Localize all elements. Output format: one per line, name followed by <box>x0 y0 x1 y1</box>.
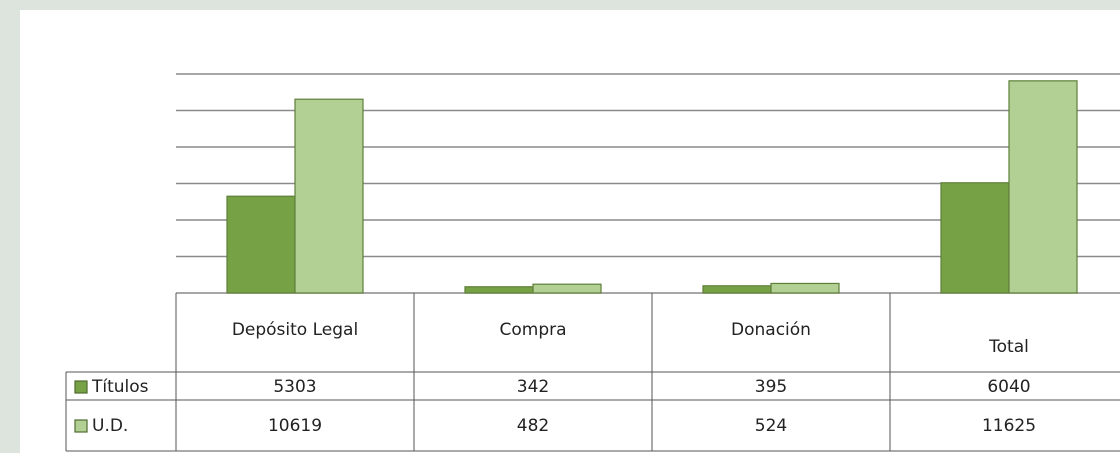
table-value: 10619 <box>268 416 322 436</box>
bar <box>294 98 364 294</box>
table-value: 11625 <box>982 416 1036 436</box>
bar <box>940 182 1010 294</box>
bar <box>1008 80 1078 294</box>
bar <box>770 282 840 294</box>
table-value: 482 <box>517 416 549 436</box>
category-label: Compra <box>499 320 566 340</box>
table-value: 524 <box>755 416 787 436</box>
category-label: Depósito Legal <box>232 320 358 340</box>
legend-swatch <box>74 380 88 394</box>
bar <box>702 285 772 294</box>
table-value: 342 <box>517 377 549 397</box>
legend-label: U.D. <box>92 416 128 436</box>
bar <box>532 283 602 294</box>
table-value: 5303 <box>273 377 316 397</box>
panel <box>20 10 1120 453</box>
table-value: 6040 <box>987 377 1030 397</box>
table-value: 395 <box>755 377 787 397</box>
category-label: Total <box>988 337 1029 357</box>
legend-swatch <box>74 419 88 433</box>
bar <box>226 195 296 294</box>
bar <box>464 286 534 294</box>
legend-label: Títulos <box>91 377 149 397</box>
category-label: Donación <box>731 320 811 340</box>
